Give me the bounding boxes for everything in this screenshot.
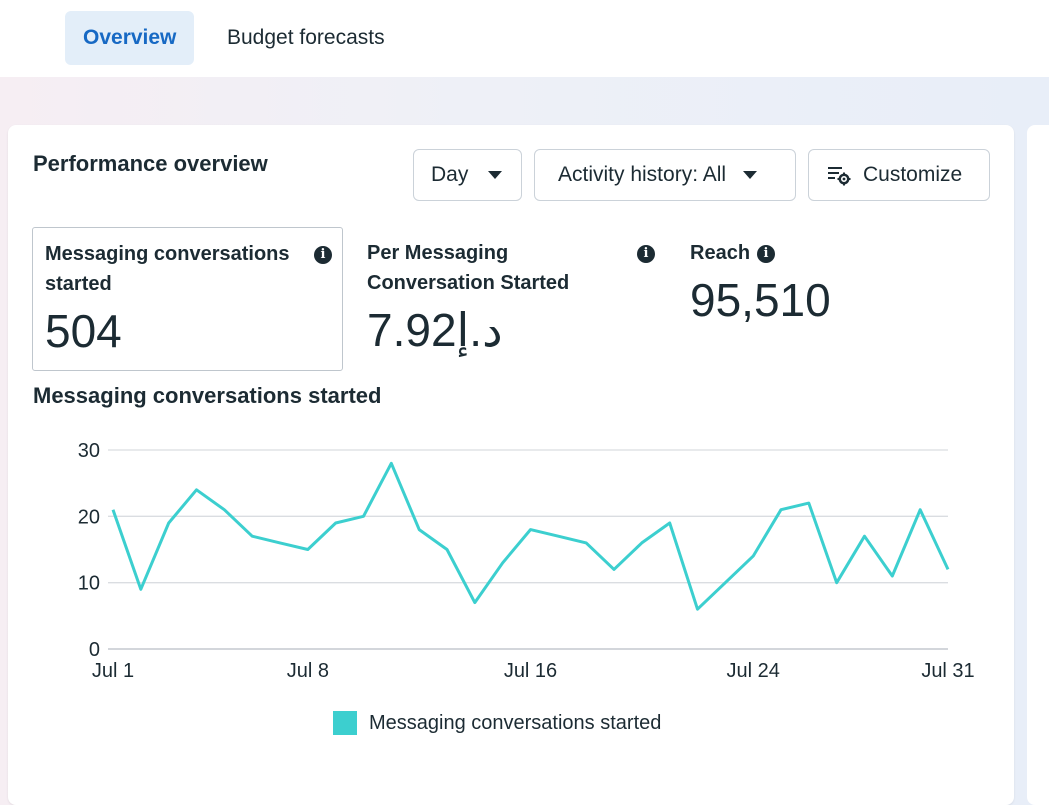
data-point[interactable]	[664, 517, 676, 529]
line-chart: 0 10 20 30 Jul 1 Jul 8 Jul 16 Jul 24 Jul 31	[78, 440, 975, 682]
performance-overview-panel: Performance overview Day Activity histor…	[8, 125, 1014, 805]
legend-swatch	[333, 711, 357, 735]
tab-overview[interactable]: Overview	[65, 11, 195, 65]
data-point[interactable]	[608, 563, 620, 575]
data-point[interactable]	[469, 597, 481, 609]
data-point[interactable]	[218, 504, 230, 516]
metric-card-cost-per-conversation[interactable]: Per Messaging Conversation Started i د.إ…	[355, 227, 665, 371]
info-icon[interactable]: i	[314, 246, 332, 264]
day-dropdown-label: Day	[431, 163, 469, 186]
x-tick-label: Jul 1	[92, 660, 134, 682]
data-point[interactable]	[385, 457, 397, 469]
data-point[interactable]	[163, 517, 175, 529]
data-point[interactable]	[831, 577, 843, 589]
metric-label: Messaging conversations started	[45, 243, 290, 295]
top-tab-bar: Overview Budget forecasts	[0, 0, 1049, 77]
data-point[interactable]	[441, 544, 453, 556]
metric-value: 504	[45, 305, 122, 357]
adjacent-panel	[1027, 125, 1049, 805]
data-point[interactable]	[942, 563, 954, 575]
data-point[interactable]	[274, 537, 286, 549]
day-dropdown[interactable]: Day	[413, 149, 522, 201]
data-point[interactable]	[107, 504, 119, 516]
data-point[interactable]	[914, 504, 926, 516]
info-icon[interactable]: i	[637, 245, 655, 263]
metric-card-reach[interactable]: Reach i 95,510	[678, 227, 978, 371]
y-tick-label: 10	[78, 573, 100, 595]
activity-history-label: Activity history: All	[558, 163, 727, 186]
caret-down-icon	[743, 171, 758, 179]
metric-label: Per Messaging Conversation Started	[367, 242, 570, 294]
data-point[interactable]	[358, 510, 370, 522]
panel-title: Performance overview	[33, 151, 268, 176]
data-point[interactable]	[246, 530, 258, 542]
metric-card-messaging-conversations[interactable]: Messaging conversations started i 504	[32, 227, 343, 371]
y-tick-label: 20	[78, 506, 100, 528]
metric-value: 95,510	[690, 274, 831, 326]
data-point[interactable]	[747, 550, 759, 562]
data-point[interactable]	[497, 557, 509, 569]
customize-label: Customize	[863, 163, 963, 186]
data-point[interactable]	[636, 537, 648, 549]
x-tick-label: Jul 31	[921, 660, 974, 682]
data-point[interactable]	[330, 517, 342, 529]
tab-budget-forecasts[interactable]: Budget forecasts	[227, 26, 385, 49]
data-point[interactable]	[886, 570, 898, 582]
x-tick-label: Jul 16	[504, 660, 557, 682]
data-point[interactable]	[525, 524, 537, 536]
data-point[interactable]	[413, 524, 425, 536]
series-line	[111, 461, 950, 611]
data-point[interactable]	[191, 484, 203, 496]
customize-settings-icon	[828, 167, 851, 186]
data-point[interactable]	[719, 577, 731, 589]
y-tick-label: 30	[78, 440, 100, 462]
y-tick-label: 0	[89, 639, 100, 661]
data-point[interactable]	[775, 504, 787, 516]
chart-title: Messaging conversations started	[33, 383, 382, 408]
activity-history-dropdown[interactable]: Activity history: All	[534, 149, 796, 201]
x-tick-label: Jul 8	[287, 660, 329, 682]
customize-button[interactable]: Customize	[808, 149, 990, 201]
legend-label: Messaging conversations started	[369, 711, 662, 734]
chart-legend[interactable]: Messaging conversations started	[333, 711, 661, 735]
data-point[interactable]	[692, 603, 704, 615]
caret-down-icon	[488, 171, 503, 179]
info-icon[interactable]: i	[757, 245, 775, 263]
data-point[interactable]	[552, 530, 564, 542]
metric-label: Reach	[690, 242, 751, 264]
data-point[interactable]	[859, 530, 871, 542]
x-tick-label: Jul 24	[726, 660, 779, 682]
data-point[interactable]	[803, 497, 815, 509]
data-point[interactable]	[580, 537, 592, 549]
data-point[interactable]	[302, 544, 314, 556]
metric-value: د.إ7.92	[367, 304, 503, 356]
data-point[interactable]	[135, 583, 147, 595]
